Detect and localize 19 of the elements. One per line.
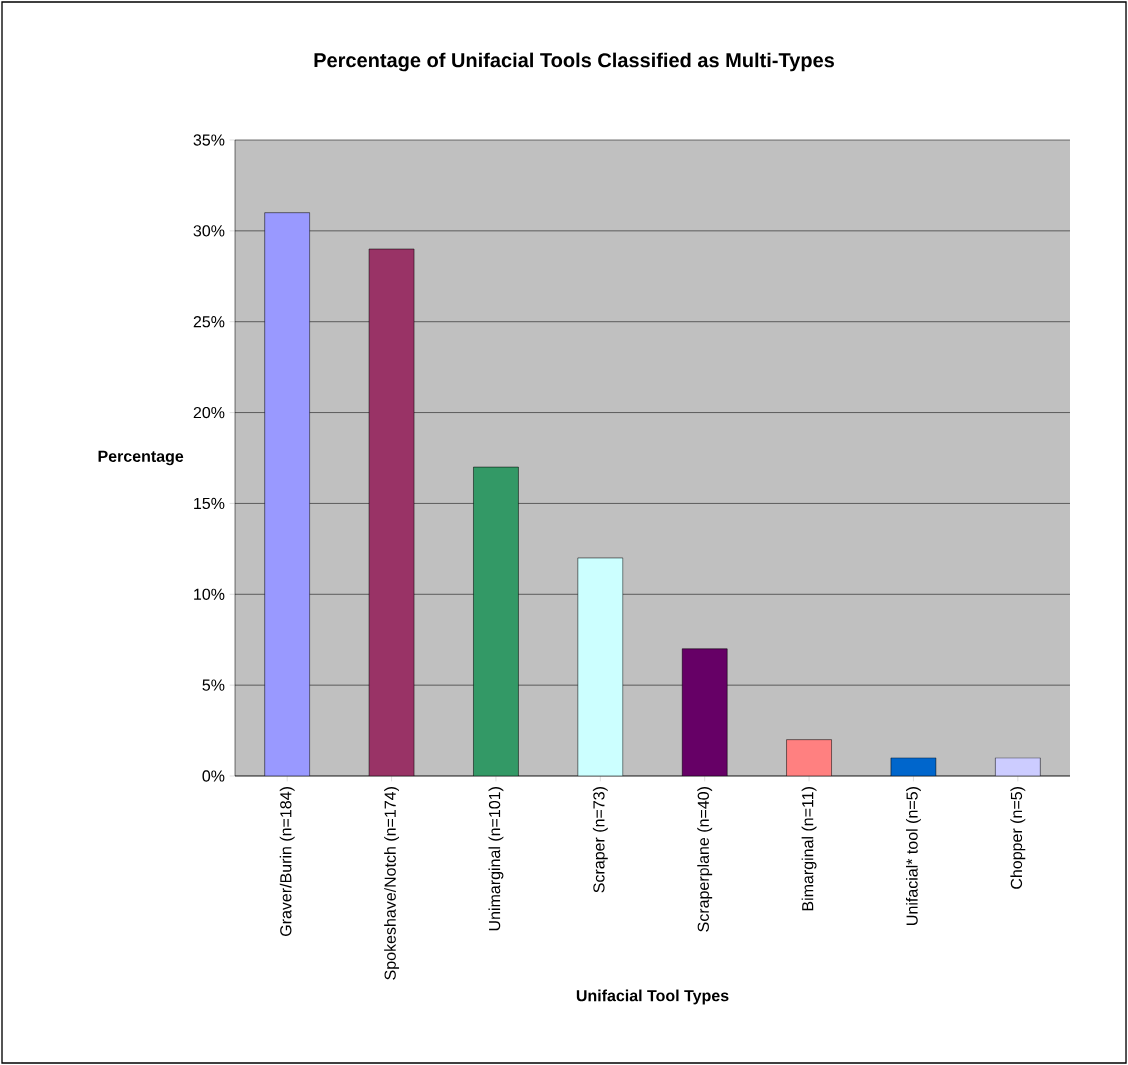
x-axis-title: Unifacial Tool Types xyxy=(576,989,729,1005)
y-tick-label: 25% xyxy=(193,316,225,328)
y-tick-label: 5% xyxy=(202,679,225,691)
y-tick-label: 0% xyxy=(202,770,225,782)
y-axis-title: Percentage xyxy=(98,450,184,466)
x-tick-label: Scraper (n=73) xyxy=(592,787,608,893)
x-tick-label: Graver/Burin (n=184) xyxy=(279,787,295,936)
chart-title: Percentage of Unifacial Tools Classified as Multi-Types xyxy=(314,52,834,72)
x-tick-label: Bimarginal (n=11) xyxy=(801,787,817,911)
y-tick-label: 20% xyxy=(193,406,225,419)
y-tick-label: 30% xyxy=(193,225,225,237)
y-tick-label: 35% xyxy=(193,134,225,146)
y-tick-label: 10% xyxy=(194,588,225,600)
x-tick-label: Unimarginal (n=101) xyxy=(488,787,504,931)
y-tick-label: 15% xyxy=(194,497,225,510)
x-tick-label: Chopper (n=5) xyxy=(1010,787,1026,889)
x-tick-label: Unifacial* tool (n=5) xyxy=(905,787,921,925)
x-tick-label: Scraperplane (n=40) xyxy=(697,787,713,932)
x-tick-label: Spokeshave/Notch (n=174) xyxy=(384,787,400,980)
